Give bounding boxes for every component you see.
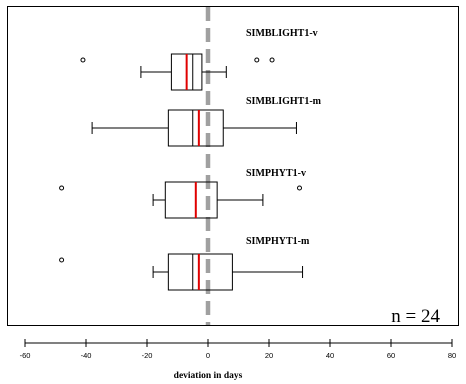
outlier-point — [297, 185, 302, 191]
outlier-point — [254, 57, 260, 63]
series-label: SIMPHYT1-m — [246, 236, 310, 247]
x-axis: -60 -40 -20 0 20 40 60 80 — [20, 339, 456, 360]
iqr-box — [164, 181, 218, 219]
outlier-point — [80, 57, 86, 63]
outlier-point — [59, 185, 65, 191]
x-tick-label: 20 — [265, 351, 273, 360]
x-tick-label: -40 — [81, 351, 92, 360]
boxes-layer — [59, 53, 304, 291]
x-tick-label: 60 — [387, 351, 395, 360]
x-tick-label: -20 — [142, 351, 153, 360]
plot-frame — [7, 6, 459, 326]
x-tick-label: -60 — [20, 351, 31, 360]
iqr-box — [167, 109, 224, 147]
iqr-box — [167, 253, 233, 291]
box-group — [80, 53, 275, 91]
series-labels-layer: SIMBLIGHT1-v SIMBLIGHT1-m SIMPHYT1-v SIMPHY… — [246, 28, 322, 247]
box-group — [91, 109, 297, 147]
box-group — [59, 253, 304, 291]
x-tick-label: 80 — [448, 351, 456, 360]
series-label: SIMPHYT1-v — [246, 168, 306, 179]
x-axis-title: deviation in days — [174, 371, 243, 381]
sample-size-label: n = 24 — [391, 306, 440, 327]
outlier-point — [269, 57, 275, 63]
x-tick-label: 40 — [326, 351, 334, 360]
outlier-point — [59, 257, 65, 263]
box-group — [59, 181, 302, 219]
series-label: SIMBLIGHT1-v — [246, 28, 318, 39]
x-tick-label: 0 — [206, 351, 210, 360]
series-label: SIMBLIGHT1-m — [246, 96, 322, 107]
